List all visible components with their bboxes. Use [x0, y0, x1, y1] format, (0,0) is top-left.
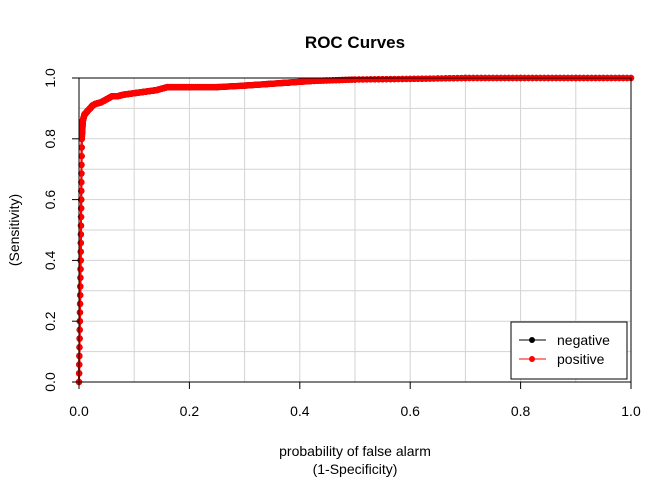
series-point-positive [78, 144, 85, 151]
x-tick-label: 0.2 [180, 403, 200, 419]
legend-marker-positive [529, 356, 535, 362]
x-axis-label-line1: probability of false alarm [279, 443, 431, 459]
series-point-positive [76, 326, 83, 334]
x-tick-label: 1.0 [621, 403, 641, 419]
legend-label-positive: positive [557, 351, 605, 367]
chart-title: ROC Curves [305, 33, 405, 52]
series-point-positive [78, 161, 85, 169]
series-point-positive [78, 152, 85, 160]
y-tick-label: 1.0 [42, 68, 58, 88]
y-tick-label: 0.8 [42, 129, 58, 149]
x-tick-label: 0.4 [290, 403, 310, 419]
x-tick-label: 0.0 [69, 403, 89, 419]
series-point-positive [78, 196, 85, 203]
y-tick-label: 0.0 [42, 372, 58, 392]
series-point-positive [76, 309, 84, 316]
series-point-positive [76, 300, 84, 308]
legend-label-negative: negative [557, 332, 610, 348]
x-tick-label: 0.8 [511, 403, 531, 419]
y-axis-label-line2: (Sensitivity) [6, 194, 22, 266]
y-tick-label: 0.4 [42, 250, 58, 270]
series-point-positive [77, 274, 84, 281]
series-point-positive [78, 170, 85, 177]
x-tick-label: 0.6 [400, 403, 420, 419]
legend: negative positive [510, 321, 628, 380]
series-point-positive [78, 179, 85, 186]
series-point-positive [76, 335, 83, 342]
series-point-positive [76, 318, 84, 325]
series-point-positive [78, 187, 85, 195]
series-point-positive [77, 248, 84, 255]
series-point-positive [77, 205, 85, 212]
series-point-positive [77, 265, 84, 273]
y-tick-label: 0.2 [42, 311, 58, 331]
y-axis: 0.0 0.2 0.4 0.6 0.8 1.0 [42, 68, 80, 392]
legend-marker-negative [529, 337, 535, 343]
x-axis: 0.0 0.2 0.4 0.6 0.8 1.0 [69, 381, 641, 419]
legend-box [510, 321, 628, 380]
x-axis-label-line2: (1-Specificity) [313, 461, 398, 477]
series-point-positive [77, 283, 84, 290]
series-point-positive [76, 291, 84, 299]
y-tick-label: 0.6 [42, 190, 58, 210]
